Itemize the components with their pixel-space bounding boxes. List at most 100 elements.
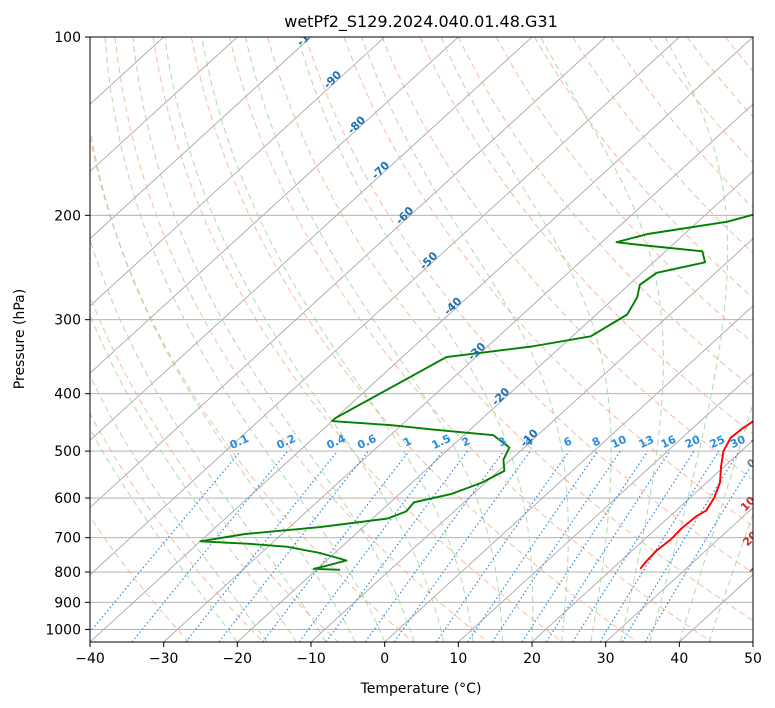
moist-adiabat-line <box>245 37 503 642</box>
isotherm-line <box>90 37 533 441</box>
mixing-ratio-label: 10 <box>609 433 629 451</box>
mixing-ratio-line <box>545 450 671 642</box>
isotherm-line <box>90 37 238 173</box>
moist-adiabat-line <box>708 513 753 642</box>
mixing-ratio-line <box>393 450 531 642</box>
isotherm-line <box>90 37 312 240</box>
isotherm-line <box>90 37 680 576</box>
dry-adiabat-line <box>90 135 414 642</box>
dry-adiabat-label: 30 <box>747 559 767 579</box>
mixing-ratio-line <box>435 450 570 642</box>
moist-adiabat-line <box>201 37 474 642</box>
dry-adiabat-line <box>152 37 563 642</box>
x-tick-label: 30 <box>597 651 615 667</box>
moist-adiabat-line <box>678 401 753 642</box>
dry-adiabat-line <box>229 37 712 642</box>
mixing-ratio-line <box>90 450 242 633</box>
moist-adiabat-line <box>361 37 569 642</box>
dry-adiabat-label: 0 <box>744 456 759 471</box>
dry-adiabat-line <box>419 37 753 435</box>
dry-adiabat-line <box>343 37 753 527</box>
moist-adiabat-line <box>649 37 729 642</box>
y-axis-title: Pressure (hPa) <box>12 289 28 389</box>
moist-adiabat-line <box>90 237 327 642</box>
isotherms <box>90 37 753 642</box>
mixing-ratio-line <box>521 450 649 642</box>
mixing-ratio-label: 30 <box>728 433 748 451</box>
mixing-ratio-label: 13 <box>637 433 656 451</box>
profile-series <box>199 213 753 571</box>
moist-adiabat-line <box>540 37 664 642</box>
dry-adiabat-line <box>114 37 488 642</box>
y-tick-label: 1000 <box>45 622 81 638</box>
isotherm-line <box>458 372 753 642</box>
x-tick-label: 50 <box>744 651 762 667</box>
y-tick-label: 300 <box>54 313 81 329</box>
dewpoint-line <box>199 213 753 571</box>
y-tick-label: 900 <box>54 595 81 611</box>
moist-adiabat-line <box>164 37 445 642</box>
moist-adiabat-line <box>297 37 534 642</box>
isotherm-line <box>605 506 753 642</box>
moist-adiabat-line <box>104 37 386 642</box>
mixing-ratio-line <box>491 450 621 642</box>
mixing-ratio-line <box>262 450 410 642</box>
isotherm-line <box>90 37 385 307</box>
dry-adiabat-label: -100 <box>294 20 323 49</box>
x-tick-label: 40 <box>670 651 688 667</box>
y-tick-label: 100 <box>54 30 81 46</box>
dry-adiabat-line <box>90 412 264 642</box>
mixing-ratio-line <box>466 450 599 642</box>
x-tick-label: 10 <box>449 651 467 667</box>
mixing-ratio-lines <box>90 450 753 642</box>
dry-adiabat-line <box>267 37 753 622</box>
temperature-line <box>639 420 753 570</box>
plot-frame <box>89 36 754 643</box>
isotherm-line <box>90 37 606 509</box>
dry-adiabat-line <box>572 37 753 254</box>
dry-adiabat-line <box>190 37 638 642</box>
moist-adiabat-line <box>90 313 297 642</box>
dry-adiabat-line <box>305 37 753 574</box>
moist-adiabat-line <box>90 427 238 642</box>
isotherm-line <box>163 103 753 642</box>
y-axis-ticks: 100 200 300 400 500 600 700 800 900 1000 <box>45 30 90 638</box>
x-tick-label: −30 <box>149 651 179 667</box>
mixing-ratio-line <box>325 450 468 642</box>
y-tick-label: 800 <box>54 565 81 581</box>
isotherm-line <box>531 439 753 642</box>
moist-adiabat-line <box>90 374 268 642</box>
moist-adiabat-line <box>132 37 415 642</box>
x-tick-label: 20 <box>523 651 541 667</box>
dry-adiabat-line <box>381 37 753 481</box>
x-tick-label: 0 <box>380 651 389 667</box>
x-axis-ticks: −40 −30 −20 −10 0 10 20 30 40 50 <box>75 642 762 667</box>
x-tick-label: −40 <box>75 651 105 667</box>
y-tick-label: 600 <box>54 491 81 507</box>
dry-adiabats <box>90 37 753 642</box>
mixing-ratio-line <box>572 450 695 642</box>
mixing-ratio-line <box>185 450 339 642</box>
dry-adiabat-line <box>534 37 753 299</box>
mixing-ratio-line <box>298 450 444 642</box>
dry-adiabat-line <box>90 515 190 642</box>
isotherm-line <box>310 238 753 642</box>
x-axis-title: Temperature (°C) <box>360 681 482 697</box>
mixing-ratio-line <box>621 450 740 642</box>
chart-title: wetPf2_S129.2024.040.01.48.G31 <box>284 12 558 32</box>
moist-adiabats <box>90 37 753 642</box>
mixing-ratio-label: 25 <box>708 433 727 451</box>
mixing-ratio-label: 20 <box>683 433 703 451</box>
mixing-ratio-label: 16 <box>659 433 679 451</box>
y-tick-label: 200 <box>54 208 81 224</box>
moist-adiabat-line <box>440 37 612 642</box>
mixing-ratio-line <box>364 450 505 642</box>
y-tick-label: 700 <box>54 531 81 547</box>
y-tick-label: 400 <box>54 387 81 403</box>
x-tick-label: −20 <box>223 651 253 667</box>
dry-adiabat-line <box>90 295 339 642</box>
moist-adiabat-line <box>90 125 356 642</box>
x-tick-label: −10 <box>296 651 326 667</box>
